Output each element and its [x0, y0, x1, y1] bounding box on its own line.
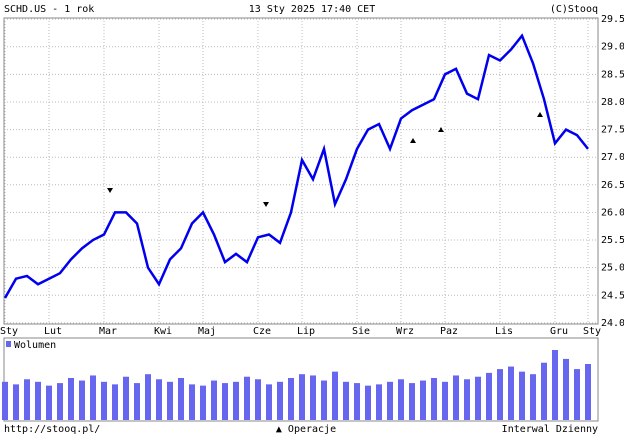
volume-bar	[530, 374, 536, 420]
volume-bar	[563, 358, 569, 420]
y-tick-label: 27.0	[601, 152, 624, 163]
x-tick-label: Gru	[550, 326, 568, 337]
volume-bar	[519, 371, 525, 420]
footer-link[interactable]: http://stooq.pl/	[4, 424, 100, 435]
volume-bar	[167, 381, 173, 420]
volume-bar	[541, 362, 547, 420]
volume-bar	[299, 374, 305, 420]
x-tick-label: Sie	[352, 326, 370, 337]
volume-bar	[585, 364, 591, 420]
marker	[410, 138, 416, 143]
volume-bar	[266, 384, 272, 420]
x-tick-label: Paz	[440, 326, 458, 337]
footer-interval: Interwal Dzienny	[502, 424, 598, 435]
volume-bar	[552, 350, 558, 420]
x-tick-label: Kwi	[154, 326, 172, 337]
marker	[263, 202, 269, 207]
volume-bar	[145, 374, 151, 420]
x-tick-label: Cze	[253, 326, 271, 337]
volume-bar	[200, 385, 206, 420]
volume-bar	[332, 371, 338, 420]
volume-bar	[123, 376, 129, 420]
y-tick-label: 25.0	[601, 263, 624, 274]
chart-title: SCHD.US - 1 rok	[4, 4, 94, 15]
volume-bar	[24, 379, 30, 420]
x-tick-label: Maj	[198, 326, 216, 337]
volume-bar	[288, 378, 294, 420]
volume-bar	[497, 369, 503, 420]
volume-bar	[244, 376, 250, 420]
y-tick-label: 24.5	[601, 290, 624, 301]
y-tick-label: 27.5	[601, 125, 624, 136]
volume-bar	[101, 381, 107, 420]
x-tick-label: Lis	[495, 326, 513, 337]
volume-bar	[189, 384, 195, 420]
volume-bar	[46, 385, 52, 420]
y-tick-label: 29.0	[601, 42, 624, 53]
volume-bar	[409, 383, 415, 420]
marker	[107, 188, 113, 193]
operation-markers	[107, 112, 543, 207]
volume-bar	[310, 375, 316, 420]
volume-bar	[178, 378, 184, 420]
y-tick-label: 28.0	[601, 97, 624, 108]
volume-bar	[68, 378, 74, 420]
footer-legend: ▲ Operacje	[276, 424, 336, 435]
y-tick-label: 25.5	[601, 235, 624, 246]
x-tick-label: Wrz	[396, 326, 414, 337]
x-tick-label: Sty	[0, 326, 18, 337]
timestamp: 13 Sty 2025 17:40 CET	[249, 4, 375, 15]
y-tick-label: 24.0	[601, 318, 624, 329]
volume-bar	[156, 379, 162, 420]
volume-bar	[475, 376, 481, 420]
y-tick-label: 26.0	[601, 207, 624, 218]
volume-bar	[277, 381, 283, 420]
volume-bar	[486, 372, 492, 420]
volume-bar	[90, 375, 96, 420]
y-tick-label: 29.5	[601, 14, 624, 25]
volume-frame	[3, 337, 599, 422]
price-line	[3, 33, 589, 299]
volume-bar	[453, 375, 459, 420]
x-tick-label: Sty	[583, 326, 601, 337]
volume-bar	[464, 379, 470, 420]
copyright: (C)Stooq	[550, 4, 598, 15]
volume-bar	[508, 366, 514, 420]
y-tick-label: 28.5	[601, 69, 624, 80]
y-tick-label: 26.5	[601, 180, 624, 191]
volume-bar	[233, 381, 239, 420]
x-tick-label: Mar	[99, 326, 117, 337]
legend-swatch	[6, 341, 11, 347]
price-frame	[3, 17, 599, 325]
volume-bar	[134, 383, 140, 420]
volume-bar	[222, 383, 228, 420]
volume-bar	[387, 381, 393, 420]
x-tick-label: Lip	[297, 326, 315, 337]
volume-bar	[398, 379, 404, 420]
volume-bar	[79, 380, 85, 420]
volume-bar	[343, 381, 349, 420]
volume-bar	[211, 380, 217, 420]
volume-bar	[57, 383, 63, 420]
volume-bar	[442, 381, 448, 420]
volume-bar	[574, 369, 580, 420]
volume-bar	[420, 380, 426, 420]
x-tick-label: Lut	[44, 326, 62, 337]
volume-bar	[255, 379, 261, 420]
volume-bar	[431, 378, 437, 420]
volume-bar	[321, 380, 327, 420]
volume-bar	[365, 385, 371, 420]
volume-bar	[376, 384, 382, 420]
volume-bar	[2, 381, 8, 420]
volume-bar	[13, 384, 19, 420]
legend-label: Wolumen	[14, 340, 56, 351]
marker	[537, 112, 543, 117]
marker	[438, 127, 444, 132]
volume-bar	[112, 384, 118, 420]
volume-bar	[35, 381, 41, 420]
volume-bar	[354, 383, 360, 420]
